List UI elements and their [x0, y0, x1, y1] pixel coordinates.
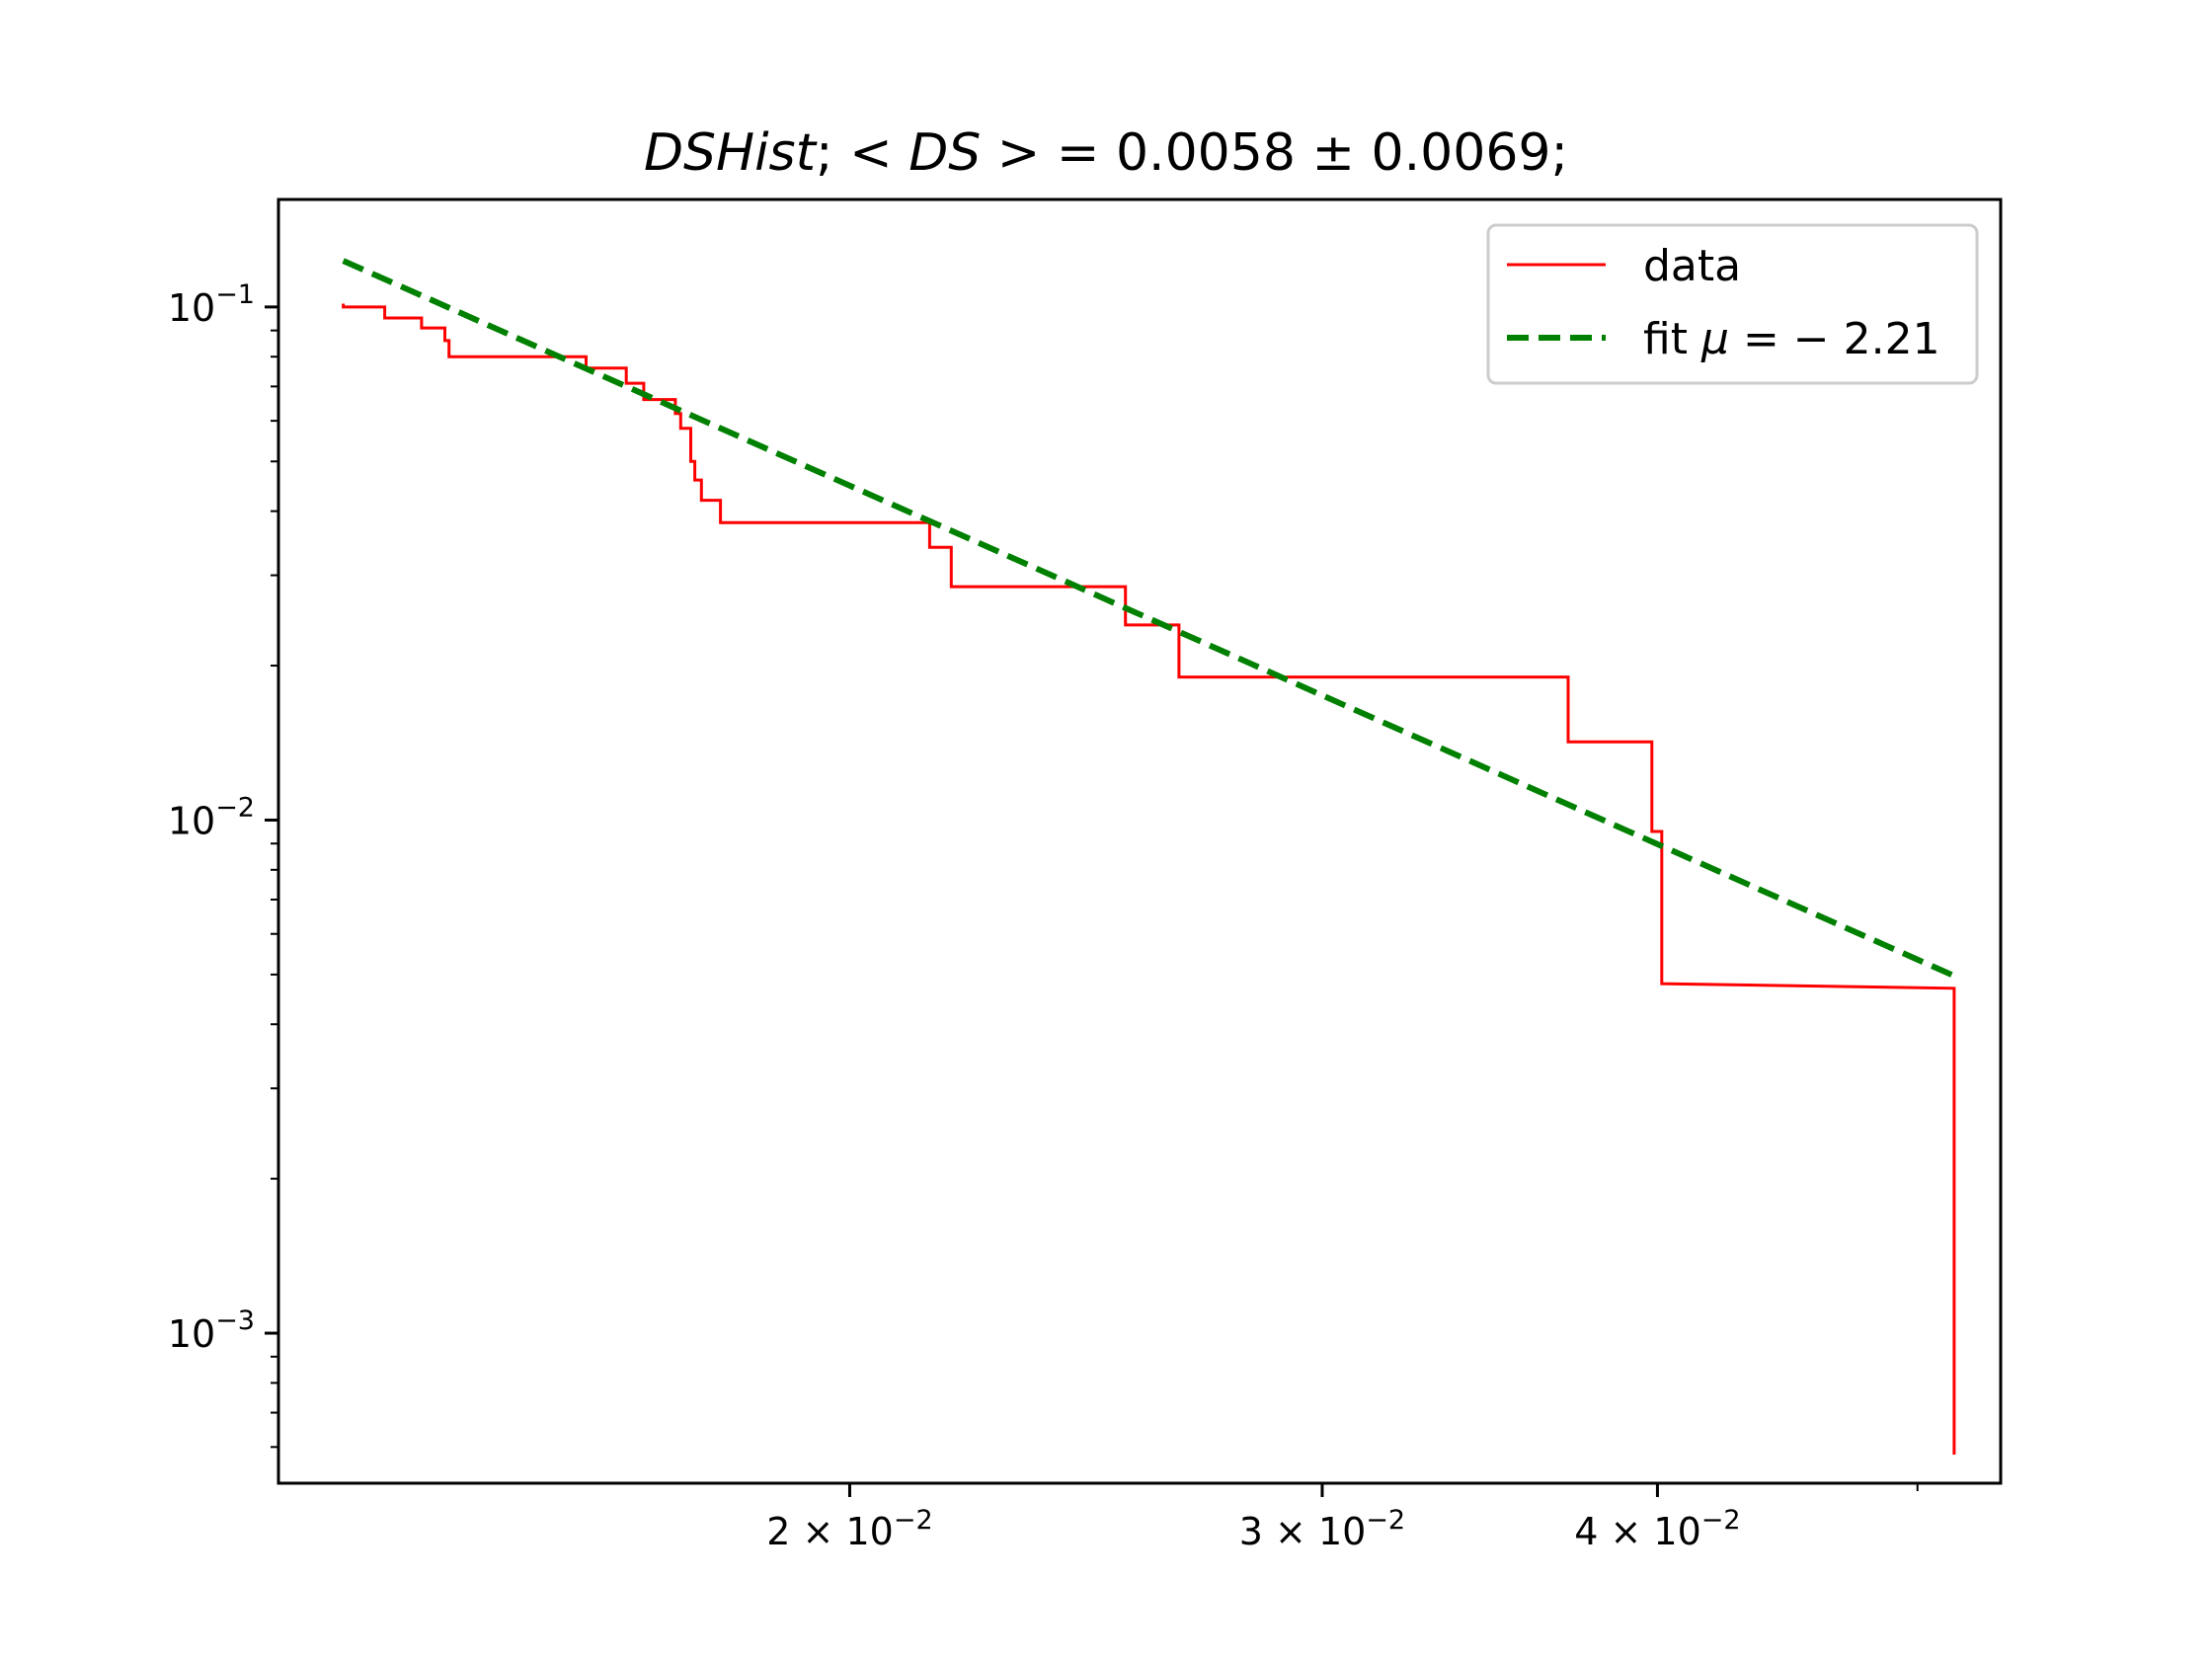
x-axis: 2 × 10−2 3 × 10−2 4 × 10−2	[766, 1483, 1919, 1553]
title-mean-label: < DS >	[849, 123, 1040, 183]
y-tick-label: 10−3	[168, 1305, 255, 1356]
plot-frame	[276, 198, 2003, 1485]
y-tick-label: 10−1	[168, 279, 255, 330]
x-tick-label: 4 × 10−2	[1574, 1505, 1740, 1553]
x-tick-label: 2 × 10−2	[766, 1505, 932, 1553]
y-tick-label: 10−2	[168, 792, 255, 842]
legend-fit-label: fit μ = − 2.21	[1643, 314, 1940, 364]
title-sep: ;	[816, 123, 849, 183]
legend-box	[1486, 223, 1979, 385]
legend: data fit μ = − 2.21	[1486, 223, 1979, 385]
chart-title: DSHist; < DS > = 0.0058 ± 0.0069;	[644, 123, 1568, 183]
series-line-fit	[342, 258, 1956, 979]
y-axis: 10−1 10−2 10−3	[168, 279, 278, 1449]
title-mean-value: = 0.0058 ± 0.0069;	[1040, 123, 1568, 183]
legend-data-label: data	[1643, 241, 1741, 291]
x-tick-label: 3 × 10−2	[1239, 1505, 1405, 1553]
legend-fit-rest: = − 2.21	[1729, 314, 1940, 364]
legend-fit-prefix: fit	[1643, 314, 1701, 364]
legend-fit-mu: μ	[1700, 314, 1729, 364]
series-layer	[342, 258, 1956, 1455]
title-name: DSHist	[644, 123, 818, 183]
series-line-data	[342, 303, 1956, 1455]
